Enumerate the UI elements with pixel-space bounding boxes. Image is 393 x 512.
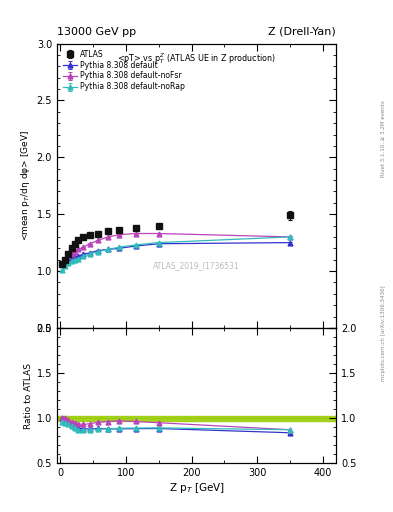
- Y-axis label: Ratio to ATLAS: Ratio to ATLAS: [24, 362, 33, 429]
- Legend: ATLAS, Pythia 8.308 default, Pythia 8.308 default-noFsr, Pythia 8.308 default-no: ATLAS, Pythia 8.308 default, Pythia 8.30…: [61, 47, 187, 94]
- Text: ATLAS_2019_I1736531: ATLAS_2019_I1736531: [153, 261, 240, 270]
- Text: 13000 GeV pp: 13000 GeV pp: [57, 27, 136, 37]
- Text: Rivet 3.1.10, ≥ 3.2M events: Rivet 3.1.10, ≥ 3.2M events: [381, 100, 386, 177]
- Text: <pT> vs p$_T^Z$ (ATLAS UE in Z production): <pT> vs p$_T^Z$ (ATLAS UE in Z productio…: [117, 51, 276, 66]
- Text: Z (Drell-Yan): Z (Drell-Yan): [268, 27, 336, 37]
- Text: mcplots.cern.ch [arXiv:1306.3436]: mcplots.cern.ch [arXiv:1306.3436]: [381, 285, 386, 380]
- Y-axis label: <mean p$_T$/dη dφ> [GeV]: <mean p$_T$/dη dφ> [GeV]: [20, 130, 33, 241]
- X-axis label: Z p$_T$ [GeV]: Z p$_T$ [GeV]: [169, 481, 224, 495]
- Bar: [57, 416, 336, 421]
